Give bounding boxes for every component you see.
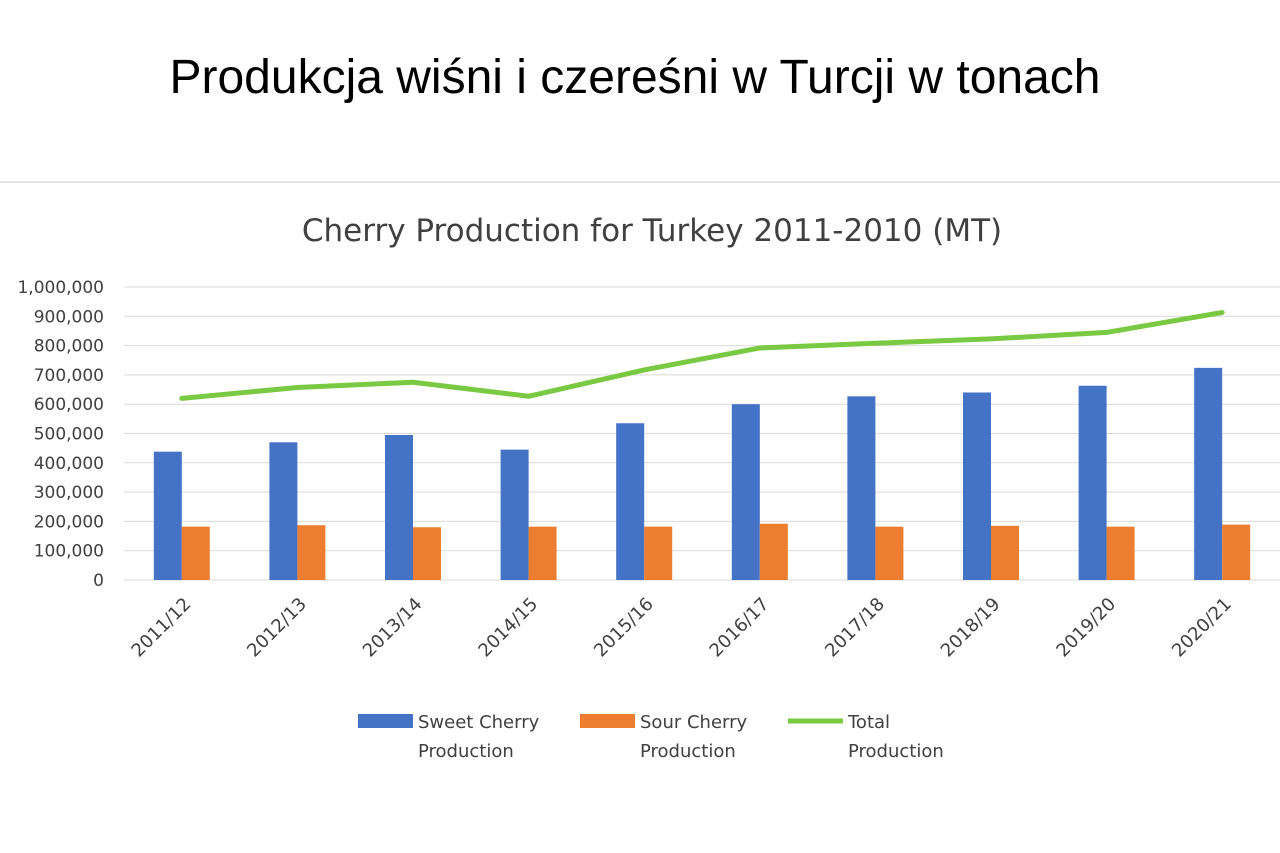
legend-swatch bbox=[580, 714, 635, 728]
sour-cherry-bar bbox=[413, 527, 441, 580]
sweet-cherry-bar bbox=[1194, 367, 1223, 580]
y-tick-label: 1,000,000 bbox=[17, 278, 104, 298]
total-line bbox=[179, 309, 1225, 401]
x-category-label: 2011/12 bbox=[128, 594, 196, 662]
sour-cherry-bar bbox=[181, 526, 210, 580]
legend-label: Total bbox=[847, 712, 890, 733]
y-tick-label: 200,000 bbox=[34, 512, 104, 532]
x-category-label: 2012/13 bbox=[243, 594, 311, 662]
x-category-label: 2014/15 bbox=[474, 594, 542, 662]
sweet-cherry-bar bbox=[616, 423, 645, 580]
x-category-label: 2017/18 bbox=[821, 594, 889, 662]
y-tick-label: 600,000 bbox=[34, 395, 104, 415]
legend: Sweet Cherry Production Sour Cherry Product… bbox=[358, 712, 944, 762]
sweet-cherry-bar bbox=[153, 451, 182, 580]
sour-cherry-bar bbox=[644, 526, 673, 580]
sweet-cherry-bar bbox=[1078, 385, 1107, 580]
total-production-line bbox=[179, 309, 1225, 401]
y-tick-label: 900,000 bbox=[34, 307, 104, 327]
slide-title: Produkcja wiśni i czereśni w Turcji w to… bbox=[169, 51, 1101, 104]
y-tick-label: 100,000 bbox=[34, 542, 104, 562]
x-category-label: 2019/20 bbox=[1052, 594, 1120, 662]
y-axis-tick-labels: 0 100,000 200,000 300,000 400,000 500,000 600,… bbox=[17, 278, 104, 591]
sour-cherry-bar bbox=[759, 523, 788, 580]
y-tick-label: 300,000 bbox=[34, 483, 104, 503]
chart-title: Cherry Production for Turkey 2011-2010 (… bbox=[302, 213, 1002, 249]
sweet-cherry-bar bbox=[269, 442, 298, 580]
sour-cherry-bar bbox=[528, 526, 557, 580]
x-category-label: 2016/17 bbox=[706, 594, 774, 662]
x-category-label: 2020/21 bbox=[1168, 594, 1236, 662]
legend-label: Production bbox=[418, 741, 514, 762]
y-tick-label: 0 bbox=[93, 571, 104, 591]
x-category-label: 2015/16 bbox=[590, 594, 658, 662]
legend-label: Production bbox=[640, 741, 736, 762]
legend-label: Sweet Cherry bbox=[418, 712, 540, 733]
sweet-cherry-bar bbox=[385, 434, 413, 580]
separator-line bbox=[0, 181, 1280, 183]
sweet-cherry-bar bbox=[963, 392, 991, 580]
x-axis-category-labels: 2011/12 2012/13 2013/14 2014/15 2015/16 2016/… bbox=[128, 594, 1236, 662]
sweet-cherry-bar bbox=[731, 404, 760, 580]
sweet-cherry-bar bbox=[847, 396, 876, 580]
y-tick-label: 500,000 bbox=[34, 425, 104, 445]
legend-label: Sour Cherry bbox=[640, 712, 748, 733]
sour-cherry-bar bbox=[875, 526, 904, 580]
legend-label: Production bbox=[848, 741, 944, 762]
bars bbox=[153, 367, 1251, 580]
sour-cherry-bar bbox=[991, 525, 1019, 580]
x-category-label: 2013/14 bbox=[359, 594, 427, 662]
y-tick-label: 400,000 bbox=[34, 454, 104, 474]
sour-cherry-bar bbox=[1106, 526, 1135, 580]
y-tick-label: 800,000 bbox=[34, 337, 104, 357]
legend-swatch bbox=[358, 714, 413, 728]
sweet-cherry-bar bbox=[500, 449, 529, 580]
sour-cherry-bar bbox=[297, 525, 326, 580]
x-category-label: 2018/19 bbox=[937, 594, 1005, 662]
sour-cherry-bar bbox=[1222, 524, 1251, 580]
y-tick-label: 700,000 bbox=[34, 366, 104, 386]
